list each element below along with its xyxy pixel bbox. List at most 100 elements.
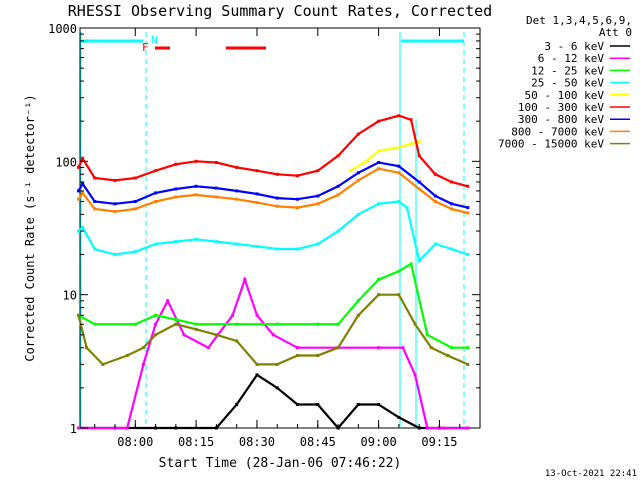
y-tick-label: 10 <box>63 289 77 303</box>
series-point <box>377 278 381 281</box>
series-point <box>397 114 401 118</box>
series-point <box>93 322 97 326</box>
legend-label: 3 - 6 keV <box>544 40 604 53</box>
series-line <box>77 161 469 209</box>
series-point <box>235 339 239 343</box>
series-point <box>336 193 340 197</box>
series-point <box>417 180 421 184</box>
series-point <box>214 195 218 199</box>
series-point <box>336 346 340 350</box>
series-point <box>125 426 129 430</box>
series-point <box>133 176 137 180</box>
series-point <box>174 187 178 191</box>
series-point <box>450 346 454 350</box>
series-point <box>255 244 259 248</box>
series-point <box>296 354 299 357</box>
series-point <box>450 207 454 211</box>
legend-label: 100 - 300 keV <box>518 101 604 114</box>
flag-f: F <box>142 41 149 54</box>
series-point <box>77 189 80 193</box>
series-point <box>316 322 320 326</box>
series-point <box>296 206 299 210</box>
series-point <box>336 154 340 158</box>
series-point <box>425 333 429 337</box>
series-point <box>275 196 279 200</box>
series-point <box>397 269 401 273</box>
series-point <box>425 426 429 430</box>
series-point <box>113 210 117 214</box>
series-point <box>446 354 450 357</box>
series-point <box>85 346 89 350</box>
series-point <box>81 182 85 186</box>
series-point <box>255 362 259 366</box>
series-point <box>275 386 279 390</box>
y-tick-label: 1000 <box>48 22 77 36</box>
series-point <box>271 333 275 337</box>
series-point <box>214 333 218 337</box>
series-point <box>417 187 421 191</box>
series-point <box>466 253 470 256</box>
series-point <box>364 159 368 163</box>
series-point <box>81 157 85 160</box>
series-point <box>275 247 279 251</box>
series-point <box>433 242 437 246</box>
series-point <box>397 200 401 203</box>
series-point <box>466 362 470 366</box>
series-point <box>466 211 470 215</box>
series-point <box>255 192 259 196</box>
series-point <box>113 253 117 256</box>
legend-label: 7000 - 15000 keV <box>498 138 604 151</box>
series-point <box>417 140 421 144</box>
series-point <box>182 333 186 337</box>
series-point <box>393 146 397 150</box>
series-point <box>356 313 360 317</box>
series-line <box>77 167 469 215</box>
series-point <box>77 313 80 317</box>
series-point <box>356 212 360 216</box>
series-point <box>316 169 320 173</box>
legend-label: 12 - 25 keV <box>531 64 604 77</box>
series-point <box>316 403 320 406</box>
x-tick-label: 09:00 <box>361 435 397 449</box>
series-point <box>154 322 158 326</box>
series-point <box>356 403 360 406</box>
legend-label: 6 - 12 keV <box>538 52 605 65</box>
series-point <box>174 318 178 322</box>
series-point <box>77 229 80 233</box>
series-point <box>296 346 299 350</box>
series-point <box>174 162 178 166</box>
series-point <box>235 322 239 326</box>
series-point <box>166 299 170 303</box>
series-point <box>397 171 401 175</box>
series-point <box>409 262 413 266</box>
x-tick-label: 08:00 <box>117 435 153 449</box>
series-point <box>194 193 198 197</box>
series-point <box>243 278 247 281</box>
series-point <box>466 426 470 430</box>
series-point <box>377 161 381 164</box>
series-point <box>409 118 413 122</box>
series-point <box>154 242 158 246</box>
legend-header: Det 1,3,4,5,6,9, <box>526 14 632 27</box>
series-point <box>235 242 239 246</box>
series-point <box>255 169 259 173</box>
series-point <box>316 354 320 357</box>
legend-label: 300 - 800 keV <box>518 113 604 126</box>
legend-header: Att 0 <box>599 26 632 39</box>
series-point <box>348 169 352 173</box>
series-point <box>235 197 239 201</box>
y-tick-label: 1 <box>70 422 77 436</box>
series-point <box>413 373 417 377</box>
series-point <box>377 293 381 297</box>
series-point <box>433 172 437 176</box>
series-point <box>255 201 259 205</box>
legend-label: 50 - 100 keV <box>525 89 605 102</box>
legend-label: 25 - 50 keV <box>531 77 604 90</box>
y-axis-label: Corrected Count Rate (s⁻¹ detector⁻¹) <box>23 94 37 361</box>
series-point <box>336 322 340 326</box>
series-point <box>77 165 80 169</box>
series-point <box>113 202 117 206</box>
series-point <box>433 194 437 198</box>
